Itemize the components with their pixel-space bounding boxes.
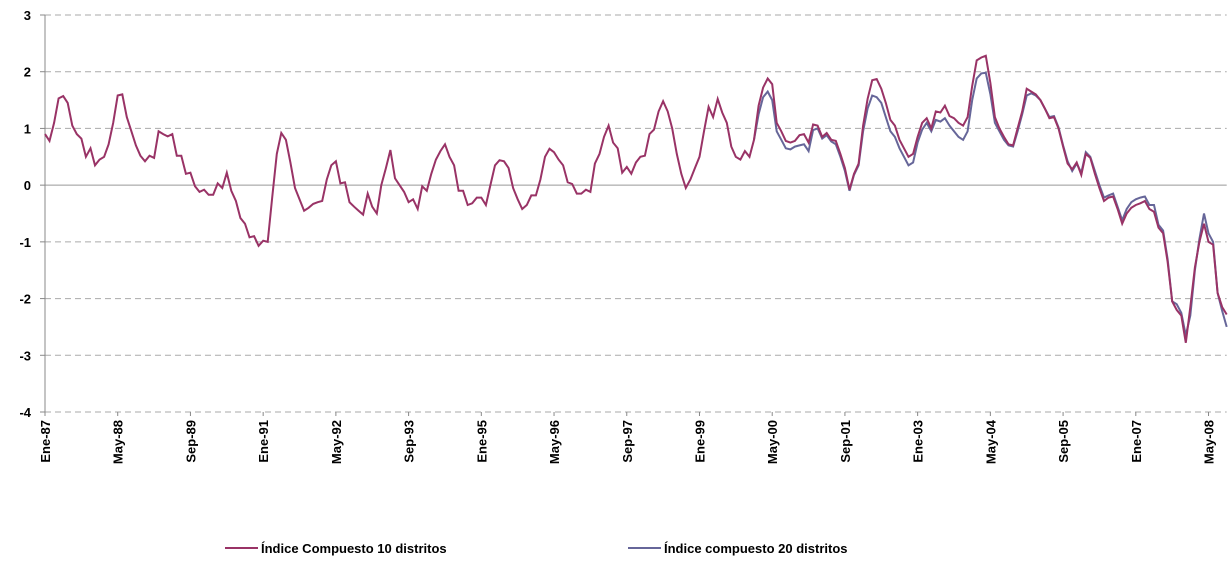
x-tick-label: May-92	[329, 420, 344, 464]
x-tick-label: Sep-01	[838, 420, 853, 463]
x-tick-label: May-04	[983, 419, 998, 464]
y-tick-label: -3	[19, 348, 31, 363]
x-tick-label: May-08	[1202, 420, 1217, 464]
x-tick-label: Sep-05	[1056, 420, 1071, 463]
y-tick-label: 1	[24, 121, 31, 136]
legend-label: Índice Compuesto 10 distritos	[261, 541, 447, 556]
x-tick-label: Ene-95	[474, 420, 489, 463]
y-tick-label: 0	[24, 178, 31, 193]
y-tick-label: -2	[19, 292, 31, 307]
x-tick-label: Ene-07	[1129, 420, 1144, 463]
legend-label: Índice compuesto 20 distritos	[664, 541, 848, 556]
series-line	[44, 54, 1228, 343]
y-tick-label: -4	[19, 405, 31, 420]
series-line	[753, 71, 1228, 336]
x-tick-label: Ene-99	[692, 420, 707, 463]
x-tick-label: May-00	[765, 420, 780, 464]
x-tick-label: Ene-03	[911, 420, 926, 463]
x-tick-label: Ene-91	[256, 420, 271, 463]
x-tick-label: Sep-89	[183, 420, 198, 463]
y-tick-label: 3	[24, 8, 31, 23]
y-tick-label: -1	[19, 235, 31, 250]
x-tick-label: Ene-87	[38, 420, 53, 463]
x-tick-label: Sep-93	[402, 420, 417, 463]
y-tick-label: 2	[24, 65, 31, 80]
x-tick-label: May-88	[111, 420, 126, 464]
x-tick-label: May-96	[547, 420, 562, 464]
x-tick-label: Sep-97	[620, 420, 635, 463]
